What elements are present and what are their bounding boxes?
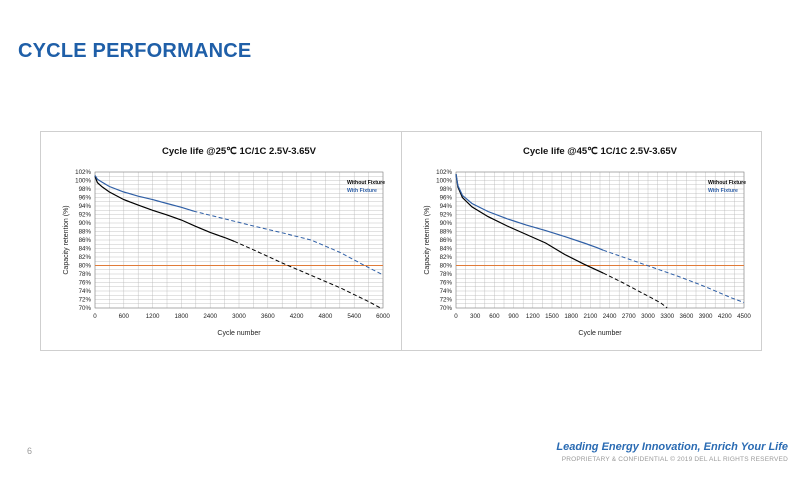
chart-title: Cycle life @45℃ 1C/1C 2.5V-3.65V [523, 146, 678, 157]
y-tick-label: 86% [440, 237, 453, 244]
x-tick-label: 900 [508, 313, 519, 320]
legend: Without Fixture With Fixture [347, 180, 385, 194]
x-tick-label: 1200 [526, 313, 540, 320]
y-tick-label: 100% [436, 178, 452, 185]
page-number: 6 [27, 446, 33, 456]
chart-45c: Cycle life @45℃ 1C/1C 2.5V-3.65V 70%72% 74… [424, 146, 751, 337]
chart-25c: Cycle life @25℃ 1C/1C 2.5V-3.65V 70%72% 74… [63, 146, 390, 337]
x-tick-label: 0 [93, 313, 97, 320]
y-tick-label: 72% [440, 297, 453, 304]
y-tick-label: 72% [79, 297, 92, 304]
y-tick-label: 92% [440, 212, 453, 219]
y-tick-label: 94% [79, 203, 92, 210]
y-tick-label: 82% [79, 254, 92, 261]
x-tick-label: 2400 [203, 313, 217, 320]
y-tick-label: 78% [79, 271, 92, 278]
y-tick-label: 74% [440, 288, 453, 295]
y-tick-label: 100% [75, 178, 91, 185]
figure-panel: Cycle life @25℃ 1C/1C 2.5V-3.65V 70% 72% 74… [40, 131, 762, 351]
x-tick-label: 3600 [680, 313, 694, 320]
y-tick-label: 90% [440, 220, 453, 227]
y-tick-label: 94% [440, 203, 453, 210]
x-axis-label: Cycle number [578, 330, 622, 337]
x-tick-label: 1200 [146, 313, 160, 320]
x-tick-label: 2400 [603, 313, 617, 320]
series-line-measured [455, 174, 604, 251]
y-tick-label: 102% [75, 169, 91, 176]
legend-entry: With Fixture [708, 188, 738, 194]
x-tick-label: 1800 [564, 313, 578, 320]
x-tick-label: 3000 [232, 313, 246, 320]
legend-entry: Without Fixture [347, 180, 385, 186]
series-line-projected [603, 249, 745, 303]
footer-rights: PROPRIETARY & CONFIDENTIAL © 2019 DEL AL… [561, 456, 788, 463]
legend-entry: Without Fixture [708, 180, 746, 186]
legend: Without Fixture With Fixture [708, 180, 746, 194]
chart-divider [401, 132, 402, 350]
x-tick-label: 3300 [660, 313, 674, 320]
y-tick-label: 102% [436, 169, 452, 176]
x-tick-label: 1800 [175, 313, 189, 320]
y-tick-label: 98% [440, 186, 453, 193]
series-line-measured [94, 175, 194, 212]
y-tick-label: 84% [79, 246, 92, 253]
plot-frame [455, 171, 745, 309]
x-tick-label: 4200 [290, 313, 304, 320]
x-tick-label: 4200 [718, 313, 732, 320]
slide-title: CYCLE PERFORMANCE [18, 40, 252, 62]
x-tick-label: 2700 [622, 313, 636, 320]
series-line-projected [193, 210, 384, 276]
x-tick-label: 300 [470, 313, 481, 320]
y-tick-label: 76% [440, 280, 453, 287]
series-line-projected [602, 272, 668, 309]
x-tick-label: 6000 [376, 313, 390, 320]
x-tick-label: 2100 [584, 313, 598, 320]
x-axis-label: Cycle number [217, 330, 261, 337]
x-tick-label: 1500 [545, 313, 559, 320]
y-tick-label: 88% [440, 229, 453, 236]
x-tick-label: 4500 [737, 313, 751, 320]
y-tick-label: 92% [79, 212, 92, 219]
x-tick-label: 600 [489, 313, 500, 320]
grid [455, 171, 745, 309]
plot-frame [94, 171, 384, 309]
y-tick-label: 82% [440, 254, 453, 261]
y-tick-label: 96% [79, 195, 92, 202]
x-tick-label: 3000 [641, 313, 655, 320]
x-tick-label: 3600 [261, 313, 275, 320]
y-tick-label: 70% [79, 305, 92, 312]
x-tick-label: 3900 [699, 313, 713, 320]
series-line-measured [94, 176, 235, 242]
x-tick-label: 4800 [319, 313, 333, 320]
y-tick-label: 76% [79, 280, 92, 287]
y-tick-label: 98% [79, 186, 92, 193]
footer-tagline: Leading Energy Innovation, Enrich Your L… [556, 441, 788, 453]
y-tick-label: 80% [79, 263, 92, 270]
y-axis-label: Capacity retention (%) [63, 205, 70, 274]
legend-entry: With Fixture [347, 188, 377, 194]
y-tick-label: 80% [440, 263, 453, 270]
y-tick-label: 84% [440, 246, 453, 253]
y-tick-label: 86% [79, 237, 92, 244]
chart-title: Cycle life @25℃ 1C/1C 2.5V-3.65V [162, 146, 317, 157]
x-tick-label: 600 [119, 313, 130, 320]
y-tick-label: 90% [79, 220, 92, 227]
y-tick-label: 70% [440, 305, 453, 312]
x-tick-label: 0 [454, 313, 458, 320]
y-tick-label: 74% [79, 288, 92, 295]
y-tick-label: 78% [440, 271, 453, 278]
x-tick-label: 5400 [347, 313, 361, 320]
y-tick-label: 96% [440, 195, 453, 202]
grid [94, 171, 384, 309]
series-line-measured [455, 174, 604, 274]
series-line-projected [233, 240, 381, 309]
y-axis-label: Capacity retention (%) [424, 205, 431, 274]
y-tick-label: 88% [79, 229, 92, 236]
